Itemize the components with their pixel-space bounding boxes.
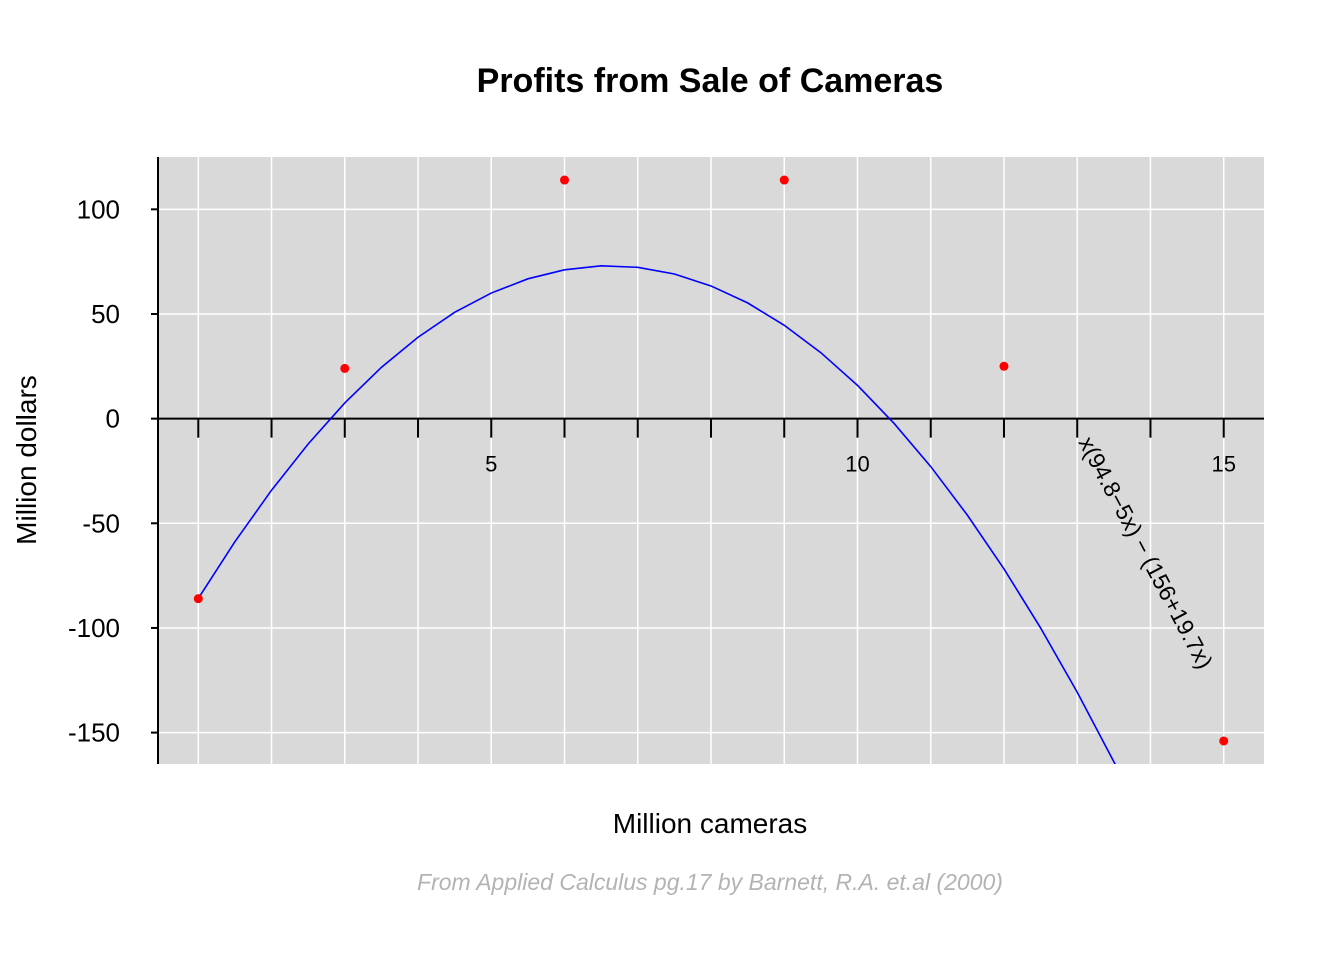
- profit-curve-line: [197, 265, 1116, 764]
- x-axis-label: Million cameras: [613, 808, 808, 839]
- x-tick-label: 5: [485, 452, 497, 477]
- x-tick-label: 10: [845, 452, 869, 477]
- x-tick-label: 15: [1211, 452, 1235, 477]
- data-point: [340, 363, 350, 373]
- chart-title: Profits from Sale of Cameras: [477, 62, 944, 100]
- data-point: [193, 594, 203, 604]
- y-axis-label: Million dollars: [11, 375, 42, 545]
- data-point: [1219, 736, 1229, 746]
- y-axis-ticks: -150 -100 -50 0 50 100: [68, 194, 158, 748]
- highlighted-points: [193, 175, 1229, 746]
- source-caption: From Applied Calculus pg.17 by Barnett, …: [417, 869, 1003, 895]
- y-tick-label: 100: [77, 194, 120, 224]
- y-tick-label: -50: [82, 508, 120, 538]
- y-tick-label: -150: [68, 718, 120, 748]
- data-point: [999, 361, 1009, 371]
- y-tick-label: 50: [91, 299, 120, 329]
- x-axis-ticks: 5 10 15: [197, 418, 1236, 477]
- data-point: [560, 175, 570, 185]
- data-point: [779, 175, 789, 185]
- y-tick-label: 0: [106, 404, 120, 434]
- y-tick-label: -100: [68, 613, 120, 643]
